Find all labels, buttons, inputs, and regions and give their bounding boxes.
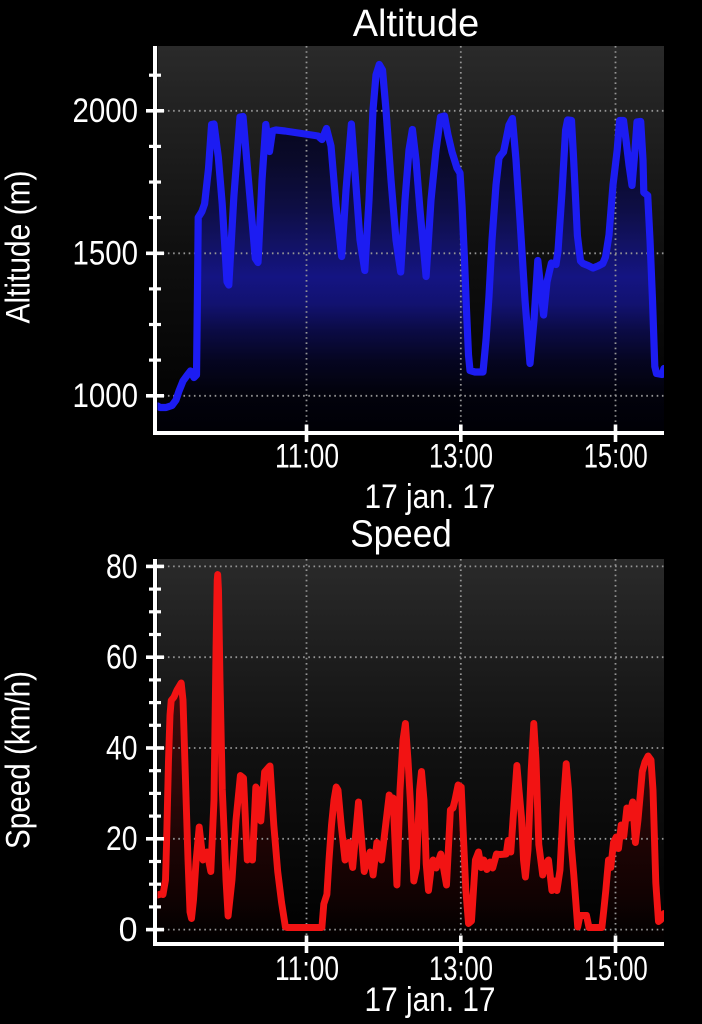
svg-text:13:00: 13:00	[429, 438, 493, 476]
svg-text:11:00: 11:00	[275, 950, 339, 988]
svg-text:11:00: 11:00	[275, 438, 339, 476]
svg-text:17 jan. 17: 17 jan. 17	[365, 981, 496, 1019]
svg-text:15:00: 15:00	[584, 950, 648, 988]
svg-text:Altitude (m): Altitude (m)	[0, 170, 37, 323]
svg-text:Altitude: Altitude	[353, 3, 480, 45]
svg-text:1000: 1000	[73, 377, 139, 415]
svg-text:15:00: 15:00	[584, 438, 648, 476]
svg-text:2000: 2000	[73, 92, 139, 130]
svg-text:17 jan. 17: 17 jan. 17	[365, 478, 496, 516]
svg-text:Speed: Speed	[350, 514, 452, 556]
svg-text:60: 60	[106, 639, 138, 677]
svg-text:80: 80	[106, 548, 138, 586]
svg-text:Speed (km/h): Speed (km/h)	[0, 671, 37, 849]
svg-text:13:00: 13:00	[429, 950, 493, 988]
svg-text:20: 20	[106, 820, 138, 858]
svg-text:0: 0	[119, 911, 138, 949]
svg-text:1500: 1500	[73, 235, 139, 273]
svg-text:40: 40	[106, 729, 138, 767]
